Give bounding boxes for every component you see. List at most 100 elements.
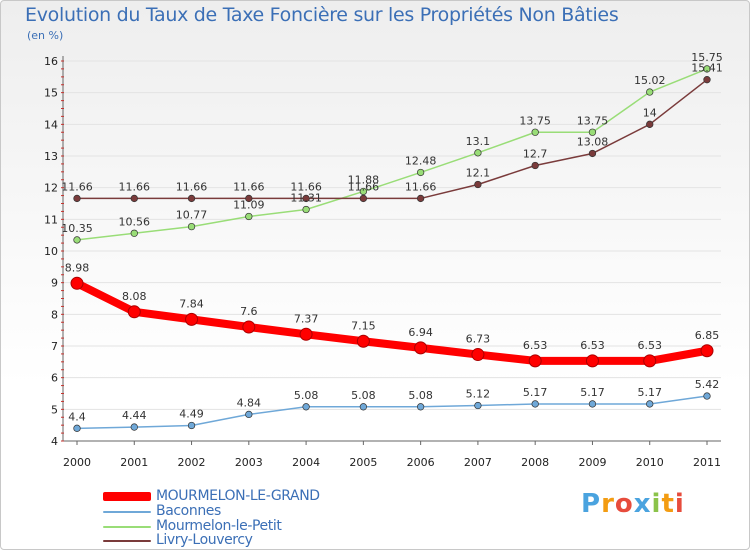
label-mourmelon-le-petit-2002: 10.77: [176, 209, 208, 222]
y-tick-label-11: 11: [44, 213, 58, 226]
logo-letter: i: [674, 489, 685, 519]
label-mourmelon-le-petit-2003: 11.09: [233, 198, 265, 211]
point-mourmelon-le-petit-2005: [359, 187, 368, 196]
label-baconnes-2002: 4.49: [179, 407, 204, 420]
point-mourmelon-le-grand-2000: [70, 276, 84, 290]
label-mourmelon-le-grand-2003: 7.6: [240, 305, 258, 318]
x-tick-label-2002: 2002: [178, 456, 206, 469]
point-mourmelon-le-petit-2010: [646, 88, 654, 96]
point-baconnes-2002: [187, 421, 196, 430]
point-livry-louvercy-2008: [531, 161, 539, 170]
label-mourmelon-le-petit-2005: 11.88: [348, 173, 380, 186]
label-mourmelon-le-grand-2007: 6.73: [466, 333, 491, 346]
point-mourmelon-le-grand-2002: [185, 312, 199, 326]
point-livry-louvercy-2004: [302, 194, 310, 203]
label-livry-louvercy-2009: 13.08: [577, 135, 609, 148]
point-livry-louvercy-2009: [588, 149, 597, 158]
legend-swatch: [103, 526, 151, 528]
y-tick-label-13: 13: [44, 150, 58, 163]
point-baconnes-2009: [588, 400, 597, 408]
label-mourmelon-le-grand-2009: 6.53: [580, 339, 605, 352]
label-mourmelon-le-petit-2001: 10.56: [119, 215, 151, 228]
label-baconnes-2007: 5.12: [466, 388, 491, 401]
logo-letter: i: [651, 489, 662, 519]
x-tick-label-2001: 2001: [120, 456, 148, 469]
point-mourmelon-le-petit-2002: [187, 222, 196, 231]
label-mourmelon-le-grand-2008: 6.53: [523, 339, 548, 352]
x-tick-label-2005: 2005: [349, 456, 377, 469]
label-mourmelon-le-grand-2010: 6.53: [637, 339, 662, 352]
point-mourmelon-le-petit-2006: [416, 168, 425, 177]
label-baconnes-2005: 5.08: [351, 389, 376, 402]
label-baconnes-2006: 5.08: [408, 389, 433, 402]
label-mourmelon-le-petit-2000: 10.35: [61, 222, 93, 235]
series-line-mourmelon-le-grand: [73, 279, 711, 365]
y-tick-label-7: 7: [51, 340, 58, 353]
label-mourmelon-le-grand-2005: 7.15: [351, 319, 376, 332]
label-mourmelon-le-grand-2011: 6.85: [695, 329, 720, 342]
point-mourmelon-le-petit-2007: [474, 149, 482, 157]
label-baconnes-2011: 5.42: [695, 378, 720, 391]
point-mourmelon-le-grand-2006: [414, 341, 428, 355]
label-baconnes-2009: 5.17: [580, 386, 605, 399]
label-livry-louvercy-2011: 15.41: [691, 62, 723, 75]
point-livry-louvercy-2011: [703, 76, 711, 84]
label-baconnes-2010: 5.17: [637, 386, 662, 399]
label-livry-louvercy-2008: 12.7: [523, 148, 548, 161]
point-mourmelon-le-petit-2011: [703, 65, 711, 73]
point-mourmelon-le-grand-2005: [356, 334, 370, 348]
legend-swatch: [103, 511, 151, 513]
label-mourmelon-le-petit-2008: 13.75: [519, 114, 551, 127]
label-mourmelon-le-grand-2000: 8.98: [65, 261, 90, 274]
y-tick-label-12: 12: [44, 182, 58, 195]
point-livry-louvercy-2001: [130, 194, 138, 203]
point-baconnes-2001: [130, 423, 138, 431]
label-mourmelon-le-petit-2006: 12.48: [405, 154, 437, 167]
legend-swatch: [103, 492, 151, 501]
y-tick-label-14: 14: [44, 118, 58, 131]
label-livry-louvercy-2005: 11.66: [348, 180, 380, 193]
label-mourmelon-le-grand-2002: 7.84: [179, 297, 204, 310]
y-tick-label-15: 15: [44, 87, 58, 100]
label-livry-louvercy-2006: 11.66: [405, 180, 437, 193]
label-baconnes-2000: 4.4: [68, 410, 86, 423]
x-tick-label-2011: 2011: [693, 456, 721, 469]
point-livry-louvercy-2010: [646, 120, 654, 128]
point-baconnes-2007: [474, 401, 482, 410]
point-mourmelon-le-petit-2009: [588, 128, 597, 136]
y-tick-label-4: 4: [51, 435, 58, 448]
point-baconnes-2010: [646, 400, 654, 408]
series-line-mourmelon-le-petit: [76, 68, 708, 241]
label-livry-louvercy-2010: 14: [643, 106, 657, 119]
label-baconnes-2008: 5.17: [523, 386, 548, 399]
legend-label: MOURMELON-LE-GRAND: [156, 488, 320, 504]
y-tick-label-16: 16: [44, 55, 58, 68]
label-livry-louvercy-2007: 12.1: [466, 167, 491, 180]
y-tick-label-5: 5: [51, 403, 58, 416]
x-tick-label-2006: 2006: [407, 456, 435, 469]
point-mourmelon-le-grand-2003: [242, 320, 256, 334]
point-baconnes-2004: [302, 403, 310, 411]
series-line-baconnes: [76, 395, 708, 430]
point-mourmelon-le-petit-2000: [73, 236, 81, 244]
y-tick-label-8: 8: [51, 308, 58, 321]
point-mourmelon-le-grand-2007: [471, 348, 485, 362]
point-baconnes-2011: [703, 392, 711, 400]
point-livry-louvercy-2002: [187, 194, 196, 203]
y-tick-label-10: 10: [44, 245, 58, 258]
label-livry-louvercy-2004: 11.66: [290, 180, 322, 193]
point-mourmelon-le-petit-2001: [130, 229, 138, 237]
label-mourmelon-le-grand-2006: 6.94: [408, 326, 433, 339]
chart-title: Evolution du Taux de Taxe Foncière sur l…: [25, 4, 619, 26]
label-livry-louvercy-2001: 11.66: [119, 180, 151, 193]
x-tick-label-2003: 2003: [235, 456, 263, 469]
label-mourmelon-le-petit-2010: 15.02: [634, 74, 666, 87]
point-livry-louvercy-2003: [245, 194, 253, 203]
label-livry-louvercy-2000: 11.66: [61, 180, 93, 193]
x-tick-label-2004: 2004: [292, 456, 320, 469]
legend-swatch: [103, 540, 151, 542]
label-livry-louvercy-2002: 11.66: [176, 180, 208, 193]
point-mourmelon-le-petit-2008: [531, 128, 539, 136]
point-baconnes-2006: [416, 403, 425, 411]
label-mourmelon-le-petit-2004: 11.31: [290, 192, 322, 205]
